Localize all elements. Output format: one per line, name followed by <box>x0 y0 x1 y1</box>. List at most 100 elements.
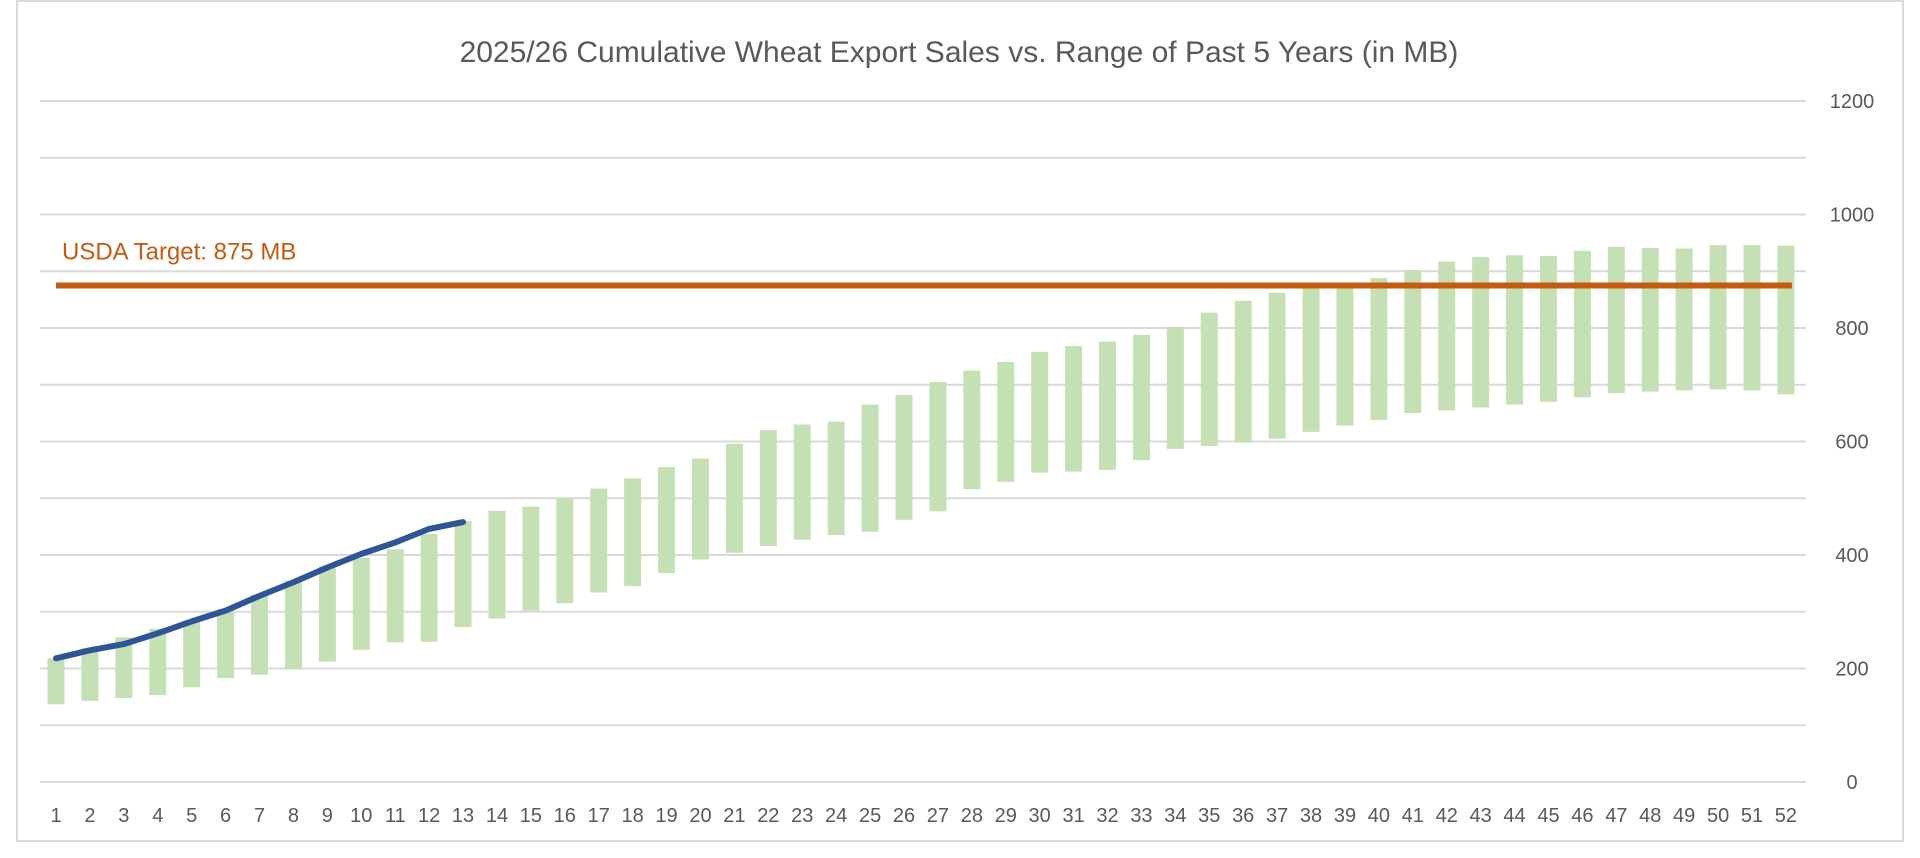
range-bar <box>81 648 99 701</box>
x-tick-label: 39 <box>1334 805 1356 827</box>
x-tick-label: 17 <box>588 805 610 827</box>
range-bar <box>1065 346 1083 472</box>
range-bar <box>251 594 269 675</box>
x-tick-label: 24 <box>825 805 847 827</box>
x-tick-label: 50 <box>1707 805 1729 827</box>
line-point <box>394 542 396 544</box>
usda-target: USDA Target: 875 MB <box>56 238 1792 289</box>
range-bar <box>929 381 947 512</box>
x-tick-label: 12 <box>418 805 440 827</box>
x-tick-label: 29 <box>995 805 1017 827</box>
y-tick-label: 1200 <box>1830 91 1875 113</box>
y-tick-label: 200 <box>1835 659 1868 681</box>
x-tick-label: 20 <box>689 805 711 827</box>
line-point <box>55 657 57 659</box>
x-tick-label: 31 <box>1062 805 1084 827</box>
x-tick-label: 26 <box>893 805 915 827</box>
x-tick-label: 47 <box>1605 805 1627 827</box>
range-bar <box>1132 334 1150 461</box>
x-tick-label: 9 <box>322 805 333 827</box>
range-bar <box>1370 278 1388 420</box>
x-tick-label: 21 <box>723 805 745 827</box>
x-axis-ticks: 1 2 3 4 5 6 7 8 9 10 11 12 13 14 15 16 17 18 19 20 21 22 23 24 2… <box>50 805 1797 827</box>
range-bar <box>1031 351 1049 473</box>
y-tick-label: 0 <box>1846 772 1857 794</box>
range-bar <box>827 421 845 536</box>
x-tick-label: 18 <box>622 805 644 827</box>
range-bar <box>1200 312 1218 447</box>
line-point <box>428 528 430 530</box>
x-tick-label: 22 <box>757 805 779 827</box>
gridlines <box>40 100 1806 783</box>
range-bar <box>1506 255 1524 405</box>
range-bar <box>658 467 676 574</box>
x-tick-label: 27 <box>927 805 949 827</box>
range-bar <box>318 566 336 662</box>
range-bar <box>420 534 438 642</box>
chart-title: 2025/26 Cumulative Wheat Export Sales vs… <box>460 36 1459 69</box>
x-tick-label: 1 <box>50 805 61 827</box>
current-year-series <box>53 519 467 662</box>
range-bar <box>454 520 472 628</box>
range-bar <box>1777 245 1795 395</box>
x-tick-label: 7 <box>254 805 265 827</box>
range-bar <box>997 362 1015 482</box>
range-bar <box>1641 247 1659 392</box>
x-tick-label: 3 <box>118 805 129 827</box>
x-tick-label: 4 <box>152 805 163 827</box>
x-tick-label: 48 <box>1639 805 1661 827</box>
line-point <box>191 620 193 622</box>
range-bar <box>386 549 404 643</box>
range-bar <box>1336 282 1354 426</box>
x-tick-label: 45 <box>1537 805 1559 827</box>
y-axis-ticks: 0 200 400 600 800 1000 1200 <box>1830 91 1875 794</box>
y-tick-label: 400 <box>1835 545 1868 567</box>
x-tick-label: 38 <box>1300 805 1322 827</box>
range-bar <box>895 394 913 520</box>
chart-frame <box>16 0 1904 842</box>
line-point <box>462 521 464 523</box>
x-tick-label: 51 <box>1741 805 1763 827</box>
x-tick-label: 16 <box>554 805 576 827</box>
range-bar <box>1472 257 1490 408</box>
x-tick-label: 13 <box>452 805 474 827</box>
range-bar <box>1709 245 1727 390</box>
range-bar <box>861 404 879 532</box>
x-tick-label: 23 <box>791 805 813 827</box>
range-bar <box>793 424 811 540</box>
line-point <box>360 553 362 555</box>
range-bars <box>47 245 1795 705</box>
x-tick-label: 11 <box>385 805 406 827</box>
line-point <box>89 649 91 651</box>
x-tick-label: 19 <box>655 805 677 827</box>
x-tick-label: 42 <box>1436 805 1458 827</box>
x-tick-label: 49 <box>1673 805 1695 827</box>
range-bar <box>1166 326 1184 449</box>
range-bar <box>149 628 167 696</box>
x-tick-label: 10 <box>350 805 372 827</box>
range-bar <box>759 430 777 546</box>
x-tick-label: 35 <box>1198 805 1220 827</box>
range-bar <box>1573 250 1591 398</box>
range-bar <box>183 620 201 688</box>
range-bar <box>556 498 574 604</box>
line-point <box>259 595 261 597</box>
x-tick-label: 43 <box>1470 805 1492 827</box>
range-bar <box>352 557 370 650</box>
x-tick-label: 2 <box>84 805 95 827</box>
range-bar <box>284 580 302 670</box>
x-tick-label: 37 <box>1266 805 1288 827</box>
x-tick-label: 6 <box>220 805 231 827</box>
range-bar <box>1302 288 1320 432</box>
x-tick-label: 5 <box>186 805 197 827</box>
y-tick-label: 800 <box>1835 318 1868 340</box>
x-tick-label: 28 <box>961 805 983 827</box>
x-tick-label: 8 <box>288 805 299 827</box>
range-bar <box>47 658 65 705</box>
range-bar <box>1539 255 1557 402</box>
x-tick-label: 34 <box>1164 805 1186 827</box>
range-bar <box>217 608 235 679</box>
range-bar <box>1268 292 1286 439</box>
range-bar <box>522 506 540 611</box>
